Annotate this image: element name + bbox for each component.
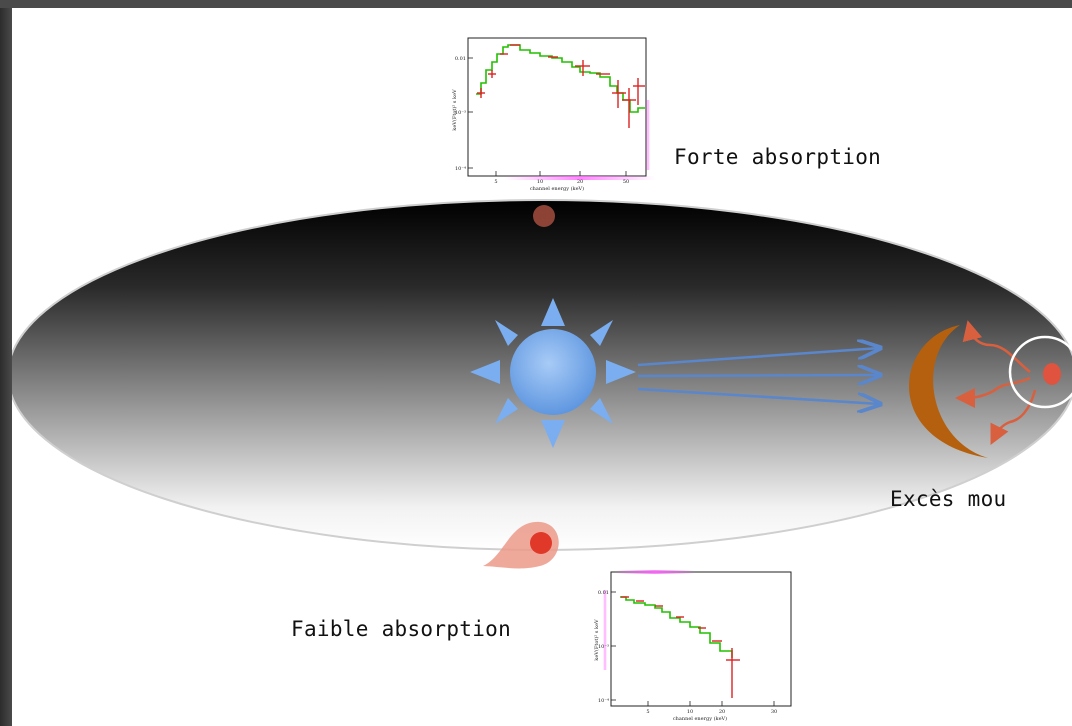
plot-bottom-xtick-2: 10	[687, 709, 693, 715]
slide: keV(Ftot)² s keV 0.01 10⁻³ 10⁻⁴ 5 10 20 …	[12, 8, 1072, 726]
spectrum-plot-top: keV(Ftot)² s keV 0.01 10⁻³ 10⁻⁴ 5 10 20 …	[451, 37, 655, 192]
slide-frame-left	[0, 0, 12, 726]
plot-bottom-xtick-3: 20	[719, 709, 725, 715]
plot-bottom-xtick-1: 5	[646, 709, 649, 715]
data-points-bottom	[621, 596, 740, 698]
plot-top-ytick-3: 10⁻⁴	[455, 166, 466, 172]
diagram-canvas: keV(Ftot)² s keV 0.01 10⁻³ 10⁻⁴ 5 10 20 …	[12, 37, 1072, 722]
sun-icon	[470, 298, 636, 448]
plot-top-xlabel: channel energy (keV)	[530, 185, 584, 192]
radiation-arrows	[637, 348, 880, 404]
label-exces-mou: Excès mou	[890, 487, 1007, 511]
plot-top-ytick-1: 0.01	[455, 56, 466, 62]
spectrum-plot-bottom: keV(Ftot)² s keV 0.01 10⁻³ 10⁻⁴ 5 10 20 …	[593, 570, 792, 722]
bottom-source-blob	[483, 521, 559, 569]
plot-top-ylabel: keV(Ftot)² s keV	[451, 89, 458, 131]
data-points-top	[477, 44, 645, 128]
plot-bottom-ytick-1: 0.01	[598, 590, 609, 596]
plot-top-xtick-3: 20	[577, 179, 583, 185]
label-forte-absorption: Forte absorption	[674, 145, 882, 169]
plot-top-xtick-4: 50	[623, 179, 629, 185]
plot-bottom-ytick-3: 10⁻⁴	[598, 698, 609, 704]
plot-bottom-xlabel: channel energy (keV)	[673, 715, 727, 722]
label-faible-absorption: Faible absorption	[291, 617, 512, 641]
crescent-icon	[909, 325, 988, 458]
slide-frame-top	[0, 0, 1072, 8]
plot-bottom-xtick-4: 30	[771, 709, 777, 715]
plot-bottom-ylabel: keV(Ftot)² s keV	[593, 619, 600, 661]
plot-bottom-ytick-2: 10⁻³	[598, 644, 609, 650]
top-source-blob	[533, 205, 555, 227]
reflection-arrows	[955, 320, 1037, 445]
plot-top-xtick-2: 10	[537, 179, 543, 185]
soft-excess-ring	[1008, 335, 1072, 409]
plot-top-ytick-2: 10⁻³	[455, 110, 466, 116]
plot-top-xtick-1: 5	[494, 179, 497, 185]
model-line-bottom	[620, 596, 733, 658]
soft-excess-blob	[1043, 363, 1061, 385]
